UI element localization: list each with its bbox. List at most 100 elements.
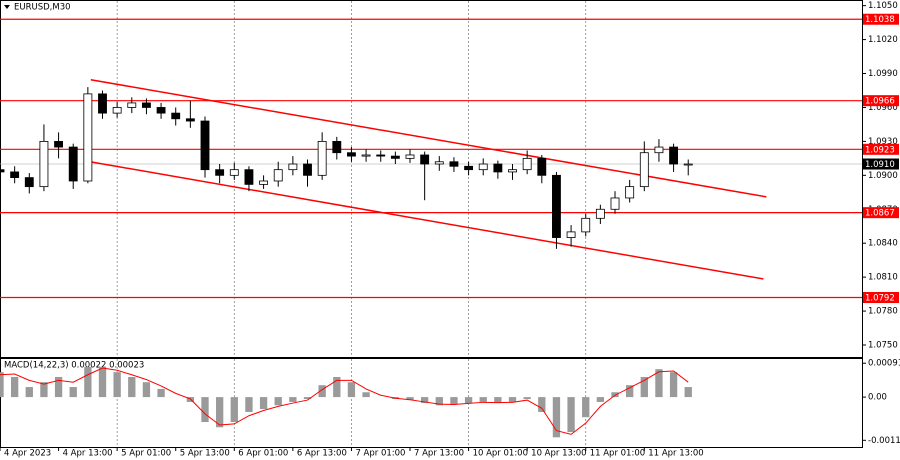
y-tick-label: 1.0780 (868, 307, 898, 317)
macd-bar (655, 369, 663, 398)
macd-bar (523, 397, 531, 399)
candle-body (683, 163, 693, 166)
macd-bar (259, 397, 268, 410)
candle-body (405, 154, 415, 159)
y-tick-label: 1.0750 (868, 341, 898, 351)
macd-bar (508, 397, 517, 402)
y-tick-label: 1.0930 (868, 137, 898, 147)
macd-bar (464, 397, 473, 404)
macd-bar (84, 366, 92, 398)
candle-body (522, 157, 532, 171)
level-label: 1.0867 (865, 209, 895, 219)
candle-body (566, 231, 576, 238)
level-label: 1.0923 (865, 145, 895, 155)
candle-body (478, 163, 488, 171)
macd-bar (98, 366, 107, 398)
level-label: 1.1038 (865, 15, 895, 25)
macd-bar (142, 382, 151, 398)
candle-body (171, 112, 181, 120)
candle-body (508, 169, 517, 173)
macd-bar (10, 376, 19, 398)
y-tick-label: 1.0900 (868, 171, 898, 181)
macd-bar (552, 397, 561, 438)
macd-bar (479, 397, 487, 402)
macd-bar (494, 397, 502, 404)
macd-bar (596, 397, 605, 402)
candle-body (54, 140, 63, 148)
candle-body (595, 208, 605, 219)
y-tick-label: 1.0990 (868, 69, 898, 79)
candle-body (83, 93, 93, 182)
candle-body (259, 180, 269, 185)
y-tick-label: 1.0840 (868, 239, 898, 249)
symbol-menu-icon[interactable] (4, 5, 10, 9)
x-tick-label: 4 Apr 13:00 (63, 449, 113, 459)
macd-bar (640, 376, 648, 398)
candle-body (303, 163, 312, 176)
candle-body (24, 177, 34, 188)
macd-bar (669, 372, 678, 398)
macd-bar (435, 397, 443, 406)
macd-bar (362, 392, 370, 398)
main-panel-frame (0, 0, 863, 358)
candle-body (537, 157, 547, 176)
macd-title: MACD(14,22,3) 0.00022 0.00023 (4, 361, 144, 371)
level-label-box (863, 207, 899, 219)
macd-bar (289, 397, 297, 402)
candle-body (581, 217, 591, 233)
x-tick-label: 7 Apr 01:00 (355, 449, 405, 459)
candle-body (449, 161, 459, 167)
channel-line (90, 79, 767, 198)
candle-body (669, 146, 679, 165)
candle-body (142, 102, 151, 108)
candle-body (98, 93, 107, 114)
x-tick-label: 11 Apr 13:00 (648, 449, 703, 459)
y-tick-label: -0.00116 (868, 436, 900, 446)
y-tick-label: 1.0810 (868, 273, 898, 283)
candle-body (317, 140, 327, 176)
candle-body (156, 107, 166, 114)
candle-body (625, 186, 635, 199)
x-tick-label: 10 Apr 01:00 (473, 449, 528, 459)
candle-body (244, 169, 254, 185)
candle-body (10, 171, 20, 178)
channel-line (90, 161, 764, 280)
macd-bar (25, 387, 33, 398)
macd-bar (318, 385, 326, 398)
signal-line (0, 367, 689, 435)
chart-title: EURUSD,M30 (14, 3, 71, 13)
macd-bar (347, 382, 356, 398)
y-tick-label: 1.0960 (868, 103, 898, 113)
current-price-label: 1.0910 (865, 160, 895, 170)
x-tick-label: 5 Apr 01:00 (121, 449, 171, 459)
macd-bar (582, 397, 590, 418)
candle-body (288, 163, 298, 171)
level-label-box (863, 13, 899, 25)
candle-body (229, 169, 239, 176)
candle-body (127, 102, 137, 108)
level-label-box (863, 143, 899, 155)
macd-bar (0, 372, 4, 398)
y-tick-label: 0.00091 (868, 359, 900, 369)
x-tick-label: 4 Apr 2023 (4, 449, 51, 459)
macd-bar (406, 397, 414, 401)
macd-bar (69, 387, 77, 398)
candle-body (610, 197, 620, 210)
candle-body (639, 152, 649, 188)
x-tick-label: 10 Apr 13:00 (531, 449, 586, 459)
macd-bar (333, 376, 341, 398)
candle-body (361, 154, 371, 157)
candle-body (112, 107, 122, 114)
macd-bar (450, 397, 458, 405)
macd-bar (538, 397, 546, 412)
macd-bar (567, 397, 575, 433)
y-tick-label: 0.00 (868, 393, 887, 403)
candle-body (68, 146, 78, 182)
macd-bar (245, 397, 253, 412)
y-tick-label: 1.1050 (868, 1, 898, 11)
macd-bar (54, 376, 63, 398)
macd-bar (215, 397, 224, 428)
macd-bar (684, 387, 692, 398)
x-tick-label: 7 Apr 13:00 (414, 449, 464, 459)
